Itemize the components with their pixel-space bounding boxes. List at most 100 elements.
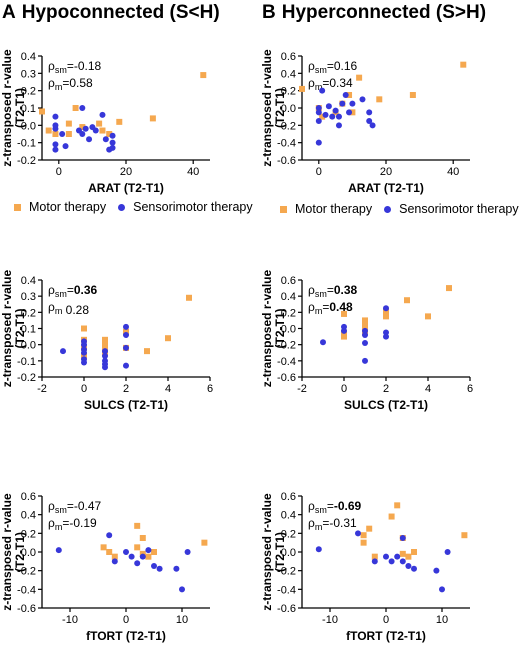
sensorimotor-point: [335, 122, 342, 129]
rho-annotation: ρsm=-0.69: [308, 499, 362, 515]
chart-b-arat: -0.6 -0.4 -0.2 0.0 0.2 0.4 0.6 0 20 40 ARAT (T2-T1…: [260, 49, 470, 195]
sensorimotor-point: [92, 127, 99, 134]
motor-point: [356, 74, 363, 81]
motor-point: [299, 85, 305, 92]
motor-point: [102, 344, 108, 351]
motor-point: [102, 336, 108, 343]
motor-point: [399, 550, 406, 557]
motor-point: [404, 297, 410, 304]
sensorimotor-point: [359, 96, 366, 103]
y-tick-label: 0.4: [21, 275, 36, 287]
motor-point: [362, 321, 368, 328]
motor-point: [200, 72, 207, 79]
sensorimotor-point: [173, 565, 180, 572]
x-tick-label: 0: [383, 614, 389, 626]
y-tick-label: 0.0: [21, 120, 36, 132]
x-tick-label: -10: [62, 614, 78, 626]
y-tick-label: 0.4: [21, 510, 36, 522]
chart-a-arat: -0.2 -0.1 0.0 0.1 0.2 0.3 0.4 0 20 40 ARAT (T2-T1)…: [0, 49, 210, 195]
rho-annotation: ρm=0.34: [308, 76, 353, 92]
y-tick-label: 0.2: [21, 86, 36, 98]
x-axis-title: ARAT (T2-T1): [88, 181, 164, 195]
rho-annotation: ρsm=0.36: [48, 283, 98, 299]
sensorimotor-point: [123, 549, 129, 555]
sensorimotor-point: [388, 558, 395, 565]
sensorimotor-point: [151, 563, 157, 569]
motor-point: [341, 310, 347, 317]
motor-point: [111, 553, 118, 560]
motor-point: [411, 549, 417, 555]
motor-point: [151, 549, 157, 555]
motor-point: [371, 553, 378, 560]
sensorimotor-point: [399, 558, 406, 565]
legend-motor-label: Motor therapy: [295, 202, 373, 216]
x-axis-title: ARAT (T2-T1): [348, 181, 424, 195]
chart-a-ftort: -0.6 -0.4 -0.2 0.0 0.2 0.4 0.6 -10 0 10 fTORT (T2-…: [0, 491, 210, 643]
x-tick-label: 20: [120, 166, 132, 178]
motor-point: [341, 333, 347, 340]
y-tick-label: 0.6: [281, 491, 296, 503]
rho-annotation: ρsm=-0.18: [48, 59, 102, 75]
x-tick-label: 2: [123, 383, 129, 395]
rho-annotation: ρm=-0.19: [48, 516, 97, 532]
sensorimotor-point: [81, 359, 87, 366]
y-tick-label: 0.3: [21, 291, 36, 303]
sensorimotor-point: [371, 558, 378, 565]
x-tick-label: 10: [176, 614, 188, 626]
y-tick-label: -0.6: [277, 372, 296, 384]
sensorimotor-point: [60, 348, 66, 355]
panel-a-heading: Hypoconnected (S<H): [21, 2, 220, 23]
y-axis-title: (T2-T1): [273, 309, 287, 349]
y-tick-label: 0.3: [21, 68, 36, 80]
motor-point: [102, 341, 108, 348]
sensorimotor-point: [362, 331, 368, 338]
y-axis-title: z-transposed r-value: [260, 493, 274, 611]
motor-point: [405, 553, 412, 560]
sensorimotor-point: [52, 125, 59, 132]
y-tick-label: 0.0: [281, 547, 296, 559]
y-tick-label: 0.4: [281, 510, 296, 522]
legend-motor-label: Motor therapy: [29, 200, 107, 214]
sensorimotor-point: [394, 553, 401, 560]
sensorimotor-point: [366, 118, 373, 124]
motor-point: [79, 124, 86, 131]
rho-annotation: ρm=-0.31: [308, 516, 357, 532]
sensorimotor-point: [102, 136, 109, 143]
sensorimotor-point: [315, 118, 322, 124]
y-tick-label: -0.4: [277, 138, 296, 150]
motor-point: [106, 131, 113, 137]
motor-point: [81, 325, 87, 332]
rho-annotation: ρm=0.48: [308, 300, 353, 316]
sensorimotor-point: [79, 105, 86, 111]
rho-annotation: ρsm=0.38: [308, 283, 358, 299]
motor-point: [346, 92, 353, 98]
y-axis-title: (T2-T1): [273, 88, 287, 128]
sensorimotor-point: [109, 132, 116, 139]
y-axis-title: (T2-T1): [273, 532, 287, 572]
motor-point: [96, 120, 103, 127]
motor-point: [72, 105, 79, 111]
y-tick-label: 0.0: [21, 340, 36, 352]
sensorimotor-point: [128, 553, 135, 560]
sensorimotor-point: [79, 131, 86, 137]
sensorimotor-point: [55, 547, 62, 554]
x-tick-label: -2: [37, 383, 47, 395]
panel-a-title: A Hypoconnected (S<H): [2, 2, 220, 24]
sensorimotor-point: [362, 357, 368, 364]
motor-point: [446, 285, 452, 292]
sensorimotor-point: [109, 139, 116, 146]
motor-point: [81, 352, 87, 359]
motor-point: [149, 115, 156, 122]
rho-annotation: ρm 0.28: [48, 300, 89, 317]
chart-b-sulcs: -0.6 -0.4 -0.2 0.0 0.2 0.4 0.6 -2 0 2 4 6 SULCS (T2-…: [260, 269, 473, 412]
sensorimotor-point: [341, 327, 347, 334]
motor-point: [134, 544, 141, 551]
y-tick-label: -0.1: [17, 356, 36, 368]
x-tick-label: 0: [316, 166, 322, 178]
sensorimotor-point: [52, 141, 59, 148]
motor-point: [144, 348, 150, 355]
sensorimotor-point: [102, 364, 108, 371]
motor-point: [425, 313, 431, 320]
sensorimotor-point: [346, 109, 353, 116]
motor-point: [99, 127, 106, 134]
